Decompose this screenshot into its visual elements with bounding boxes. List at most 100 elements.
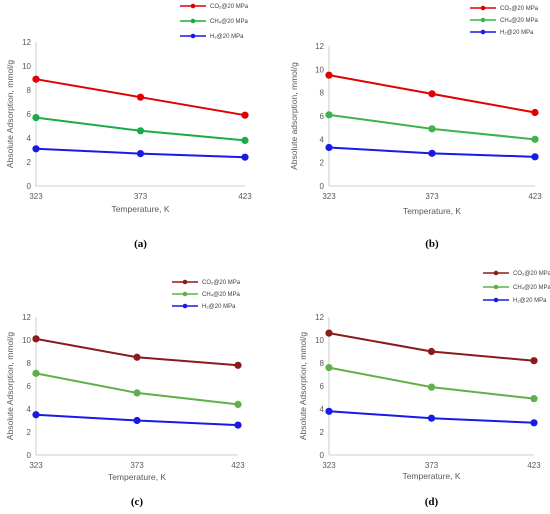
legend-marker bbox=[190, 33, 196, 39]
data-point bbox=[136, 93, 145, 101]
panel-caption: (b) bbox=[425, 238, 439, 250]
legend-label: CO₂@20 MPa bbox=[210, 4, 249, 10]
chart-panel-3: 0 2 4 6 8 10 12 323 373 423 Temperature, K Absolute… bbox=[5, 279, 245, 508]
data-point bbox=[531, 153, 539, 161]
x-tick-label: 423 bbox=[231, 461, 245, 470]
legend-label: CH₄@20 MPa bbox=[202, 292, 241, 298]
y-tick-label: 8 bbox=[27, 86, 32, 95]
legend-label: CH₄@20 MPa bbox=[210, 19, 249, 25]
data-point bbox=[32, 411, 40, 419]
data-point bbox=[530, 395, 538, 403]
data-point bbox=[530, 357, 538, 365]
data-point bbox=[325, 143, 333, 152]
data-point bbox=[428, 125, 436, 133]
data-point bbox=[427, 383, 436, 391]
x-axis-label: Temperature, K bbox=[402, 471, 460, 481]
legend-marker bbox=[493, 297, 499, 303]
legend-marker bbox=[190, 18, 196, 24]
x-tick-label: 423 bbox=[527, 461, 541, 470]
data-point bbox=[325, 71, 333, 79]
legend-label: H₂@20 MPa bbox=[500, 30, 534, 36]
x-tick-label: 323 bbox=[322, 461, 336, 470]
data-point bbox=[241, 153, 249, 161]
data-point bbox=[136, 150, 145, 158]
legend-marker bbox=[493, 270, 499, 276]
data-point bbox=[32, 145, 40, 153]
x-tick-label: 373 bbox=[425, 192, 439, 201]
y-tick-label: 10 bbox=[315, 65, 324, 74]
legend-label: H₂@20 MPa bbox=[202, 304, 236, 310]
data-point bbox=[530, 419, 538, 427]
y-axis-label: Absolute Adsorption, mmol/g bbox=[5, 332, 15, 440]
panel-caption: (d) bbox=[425, 496, 439, 508]
series-line bbox=[328, 332, 535, 362]
y-tick-label: 8 bbox=[27, 359, 32, 368]
y-tick-label: 2 bbox=[27, 428, 32, 437]
y-axis-label: Absolute Adsorption, mmol/g bbox=[5, 60, 15, 168]
x-tick-label: 373 bbox=[130, 461, 144, 470]
data-point bbox=[325, 407, 333, 415]
y-tick-label: 4 bbox=[320, 405, 325, 414]
y-tick-label: 12 bbox=[315, 42, 324, 51]
panel-caption: (a) bbox=[134, 238, 147, 250]
y-tick-label: 10 bbox=[315, 336, 324, 345]
data-point bbox=[234, 400, 242, 408]
y-tick-label: 6 bbox=[27, 382, 32, 391]
legend-label: CO₂@20 MPa bbox=[500, 6, 539, 12]
y-tick-label: 10 bbox=[22, 336, 31, 345]
y-tick-label: 8 bbox=[320, 359, 325, 368]
y-tick-label: 12 bbox=[22, 313, 31, 322]
data-point bbox=[234, 361, 242, 369]
data-point bbox=[133, 389, 141, 397]
data-point bbox=[531, 135, 539, 143]
y-tick-label: 0 bbox=[320, 182, 325, 191]
data-point bbox=[427, 414, 436, 422]
legend-label: CO₂@20 MPa bbox=[202, 280, 241, 286]
y-axis-label: Absolute adsorption, mmol/g bbox=[289, 62, 299, 170]
data-point bbox=[32, 369, 40, 377]
legend-marker bbox=[480, 5, 486, 11]
y-tick-label: 2 bbox=[320, 428, 325, 437]
x-tick-label: 323 bbox=[29, 192, 43, 201]
y-tick-label: 12 bbox=[22, 38, 31, 47]
data-point bbox=[531, 108, 539, 117]
data-point bbox=[32, 335, 40, 343]
y-tick-label: 0 bbox=[27, 451, 32, 460]
y-axis-label: Absolute Adsorption, mmol/g bbox=[298, 332, 308, 440]
y-tick-label: 2 bbox=[27, 158, 32, 167]
y-tick-label: 4 bbox=[320, 135, 325, 144]
y-tick-label: 0 bbox=[27, 182, 32, 191]
y-tick-label: 6 bbox=[320, 382, 325, 391]
y-tick-label: 8 bbox=[320, 89, 325, 98]
y-tick-label: 4 bbox=[27, 134, 32, 143]
data-point bbox=[234, 421, 242, 429]
x-tick-label: 323 bbox=[322, 192, 336, 201]
y-tick-label: 12 bbox=[315, 313, 324, 322]
series-line bbox=[35, 372, 239, 406]
series-line bbox=[328, 366, 535, 400]
legend-marker bbox=[480, 17, 486, 23]
data-point bbox=[133, 416, 141, 425]
x-tick-label: 423 bbox=[528, 192, 542, 201]
panel-caption: (c) bbox=[131, 496, 144, 508]
y-tick-label: 10 bbox=[22, 62, 31, 71]
legend-marker bbox=[182, 303, 188, 309]
legend-label: H₂@20 MPa bbox=[513, 298, 547, 304]
data-point bbox=[427, 347, 436, 356]
legend-marker bbox=[182, 291, 188, 297]
legend-marker bbox=[190, 3, 196, 9]
data-point bbox=[32, 114, 40, 122]
chart-panel-4: 0 2 4 6 8 10 12 323 373 423 Temperature, K Absolute… bbox=[298, 270, 550, 508]
x-axis-label: Temperature, K bbox=[111, 204, 169, 214]
data-point bbox=[133, 353, 141, 361]
legend-marker bbox=[493, 284, 499, 290]
legend-marker bbox=[480, 29, 486, 35]
data-point bbox=[241, 136, 249, 144]
y-tick-label: 4 bbox=[27, 405, 32, 414]
x-tick-label: 323 bbox=[29, 461, 43, 470]
x-axis-label: Temperature, K bbox=[108, 472, 166, 482]
legend-label: CH₄@20 MPa bbox=[500, 18, 539, 24]
data-point bbox=[428, 149, 436, 157]
x-tick-label: 423 bbox=[238, 192, 252, 201]
